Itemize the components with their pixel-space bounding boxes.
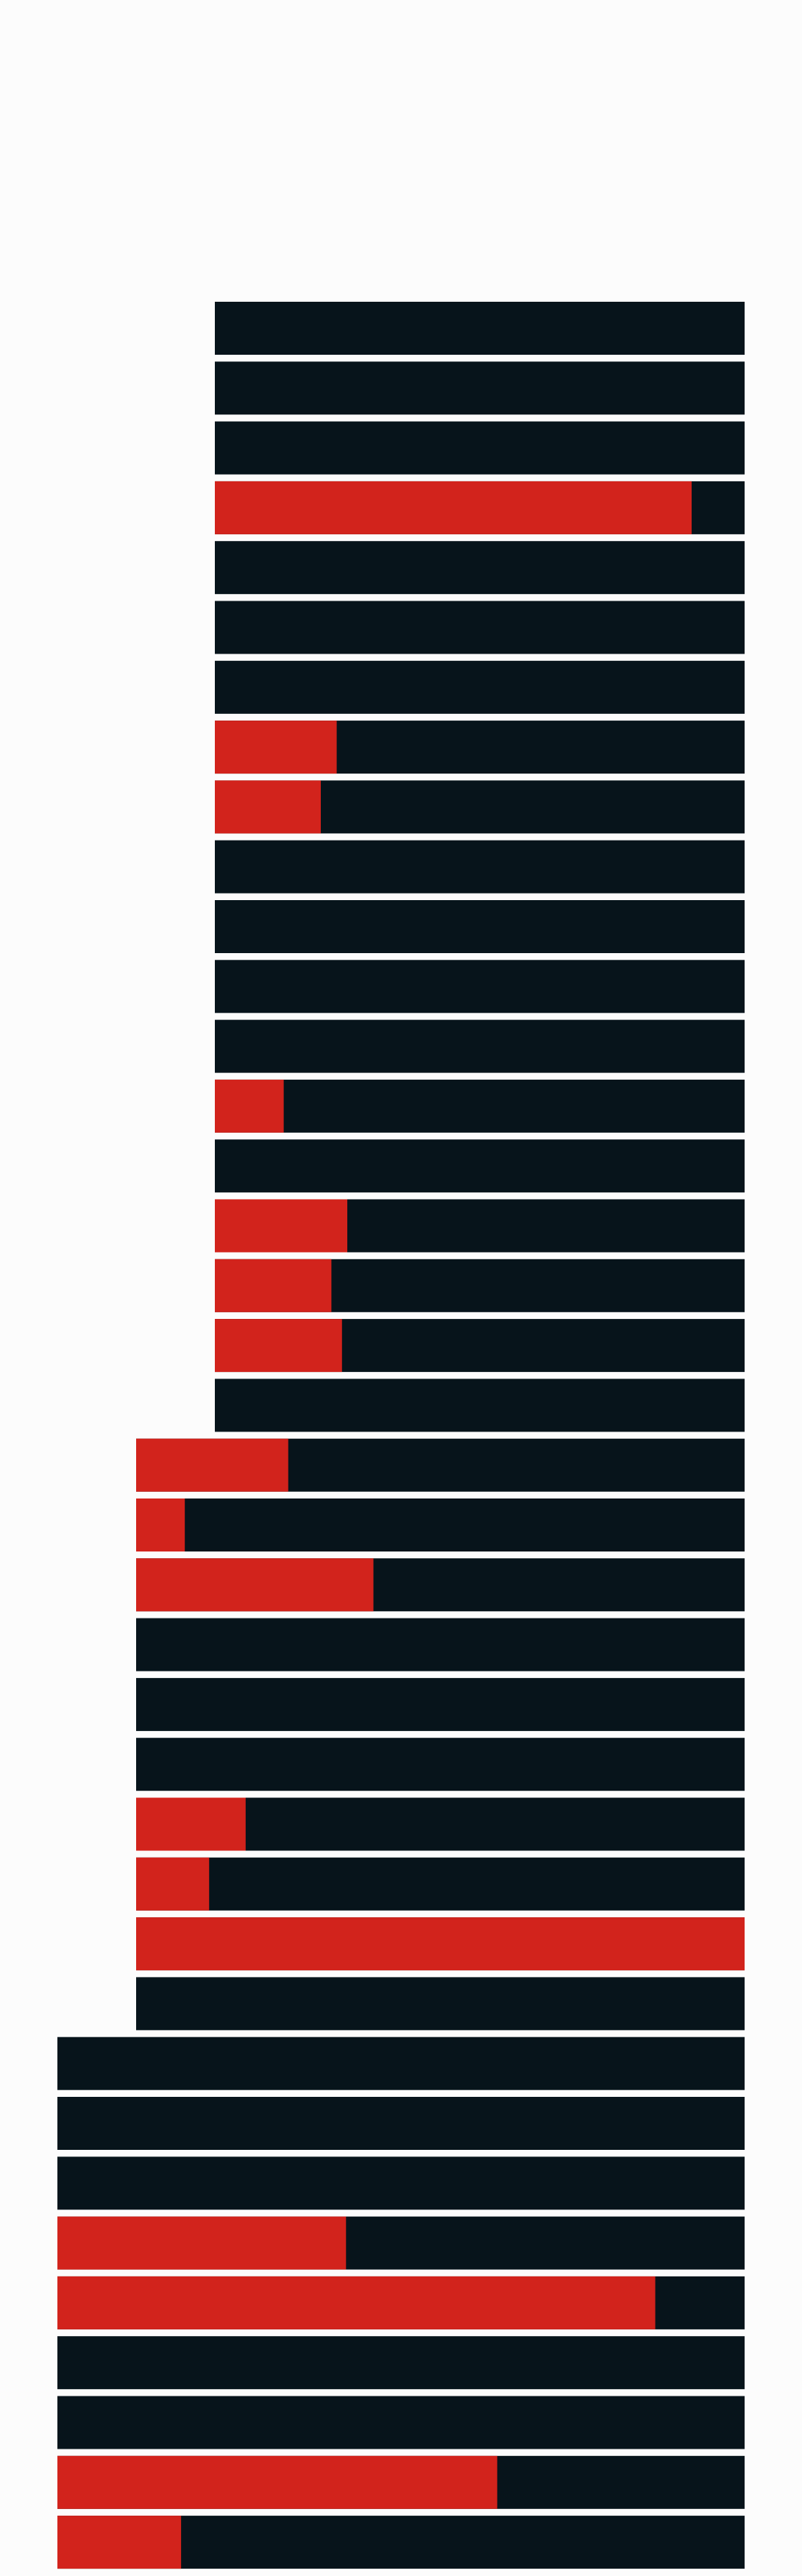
bar-row <box>57 2336 745 2390</box>
bar-fill <box>57 2276 656 2329</box>
bar-group-2 <box>136 1438 745 2031</box>
bar-fill <box>57 2516 182 2569</box>
bar-row <box>136 1558 745 1612</box>
bar-track <box>57 2396 745 2449</box>
bar-fill <box>215 721 337 774</box>
bar-row <box>136 1738 745 1791</box>
bar-fill <box>215 1199 347 1253</box>
bar-track <box>136 1738 745 1791</box>
bar-row <box>215 1259 745 1312</box>
bar-track <box>215 1079 745 1133</box>
bar-row <box>215 780 745 834</box>
bar-track <box>215 601 745 654</box>
bar-fill <box>136 1857 210 1911</box>
bar-row <box>136 1677 745 1731</box>
bar-row <box>136 1917 745 1971</box>
bar-track <box>136 1618 745 1671</box>
bar-track <box>215 900 745 953</box>
bar-group-1 <box>215 302 745 1432</box>
bar-fill <box>57 2455 497 2509</box>
bar-fill <box>136 1558 374 1612</box>
bar-track <box>215 960 745 1013</box>
bar-track <box>215 1019 745 1073</box>
bar-row <box>215 361 745 415</box>
bar-fill <box>136 1498 185 1551</box>
bar-row <box>215 1079 745 1133</box>
bar-track <box>215 660 745 714</box>
bar-row <box>57 2037 745 2090</box>
bar-track <box>215 361 745 415</box>
bar-row <box>57 2276 745 2329</box>
bar-row <box>136 1797 745 1851</box>
bar-row <box>215 1379 745 1432</box>
bar-track <box>136 1498 745 1551</box>
bar-row <box>57 2097 745 2150</box>
bar-track <box>136 1977 745 2031</box>
bar-fill <box>215 1319 342 1373</box>
bar-track <box>57 2037 745 2090</box>
bar-row <box>215 302 745 355</box>
bar-track <box>57 2156 745 2210</box>
bar-fill <box>57 2216 347 2270</box>
bar-row <box>136 1857 745 1911</box>
bar-row <box>136 1438 745 1492</box>
bar-row <box>215 1319 745 1373</box>
bar-row <box>215 960 745 1013</box>
bar-row <box>57 2396 745 2449</box>
bar-track <box>215 1379 745 1432</box>
bar-track <box>136 1857 745 1911</box>
bar-row <box>215 900 745 953</box>
bar-track <box>57 2336 745 2390</box>
bar-fill <box>136 1917 745 1971</box>
bar-row <box>57 2216 745 2270</box>
bar-track <box>57 2097 745 2150</box>
bar-track <box>215 1139 745 1193</box>
bar-row <box>215 660 745 714</box>
bar-fill <box>215 1079 284 1133</box>
bar-fill <box>215 780 321 834</box>
bar-row <box>215 840 745 894</box>
bar-row <box>57 2516 745 2569</box>
bar-fill <box>215 1259 332 1312</box>
bar-track <box>215 541 745 595</box>
bar-row <box>215 481 745 534</box>
bar-row <box>215 601 745 654</box>
bar-row <box>215 721 745 774</box>
bar-track <box>215 302 745 355</box>
bar-row <box>215 541 745 595</box>
bar-row <box>136 1977 745 2031</box>
bar-row <box>136 1498 745 1551</box>
bar-row <box>57 2455 745 2509</box>
bar-group-3 <box>57 2037 745 2569</box>
bar-row <box>215 1019 745 1073</box>
bar-fill <box>136 1797 246 1851</box>
bar-row <box>136 1618 745 1671</box>
bar-row <box>215 1199 745 1253</box>
bar-fill <box>215 481 692 534</box>
bar-track <box>215 840 745 894</box>
bar-row <box>57 2156 745 2210</box>
bar-row <box>215 1139 745 1193</box>
bar-fill <box>136 1438 288 1492</box>
bar-row <box>215 421 745 475</box>
bar-track <box>215 421 745 475</box>
bar-track <box>136 1677 745 1731</box>
